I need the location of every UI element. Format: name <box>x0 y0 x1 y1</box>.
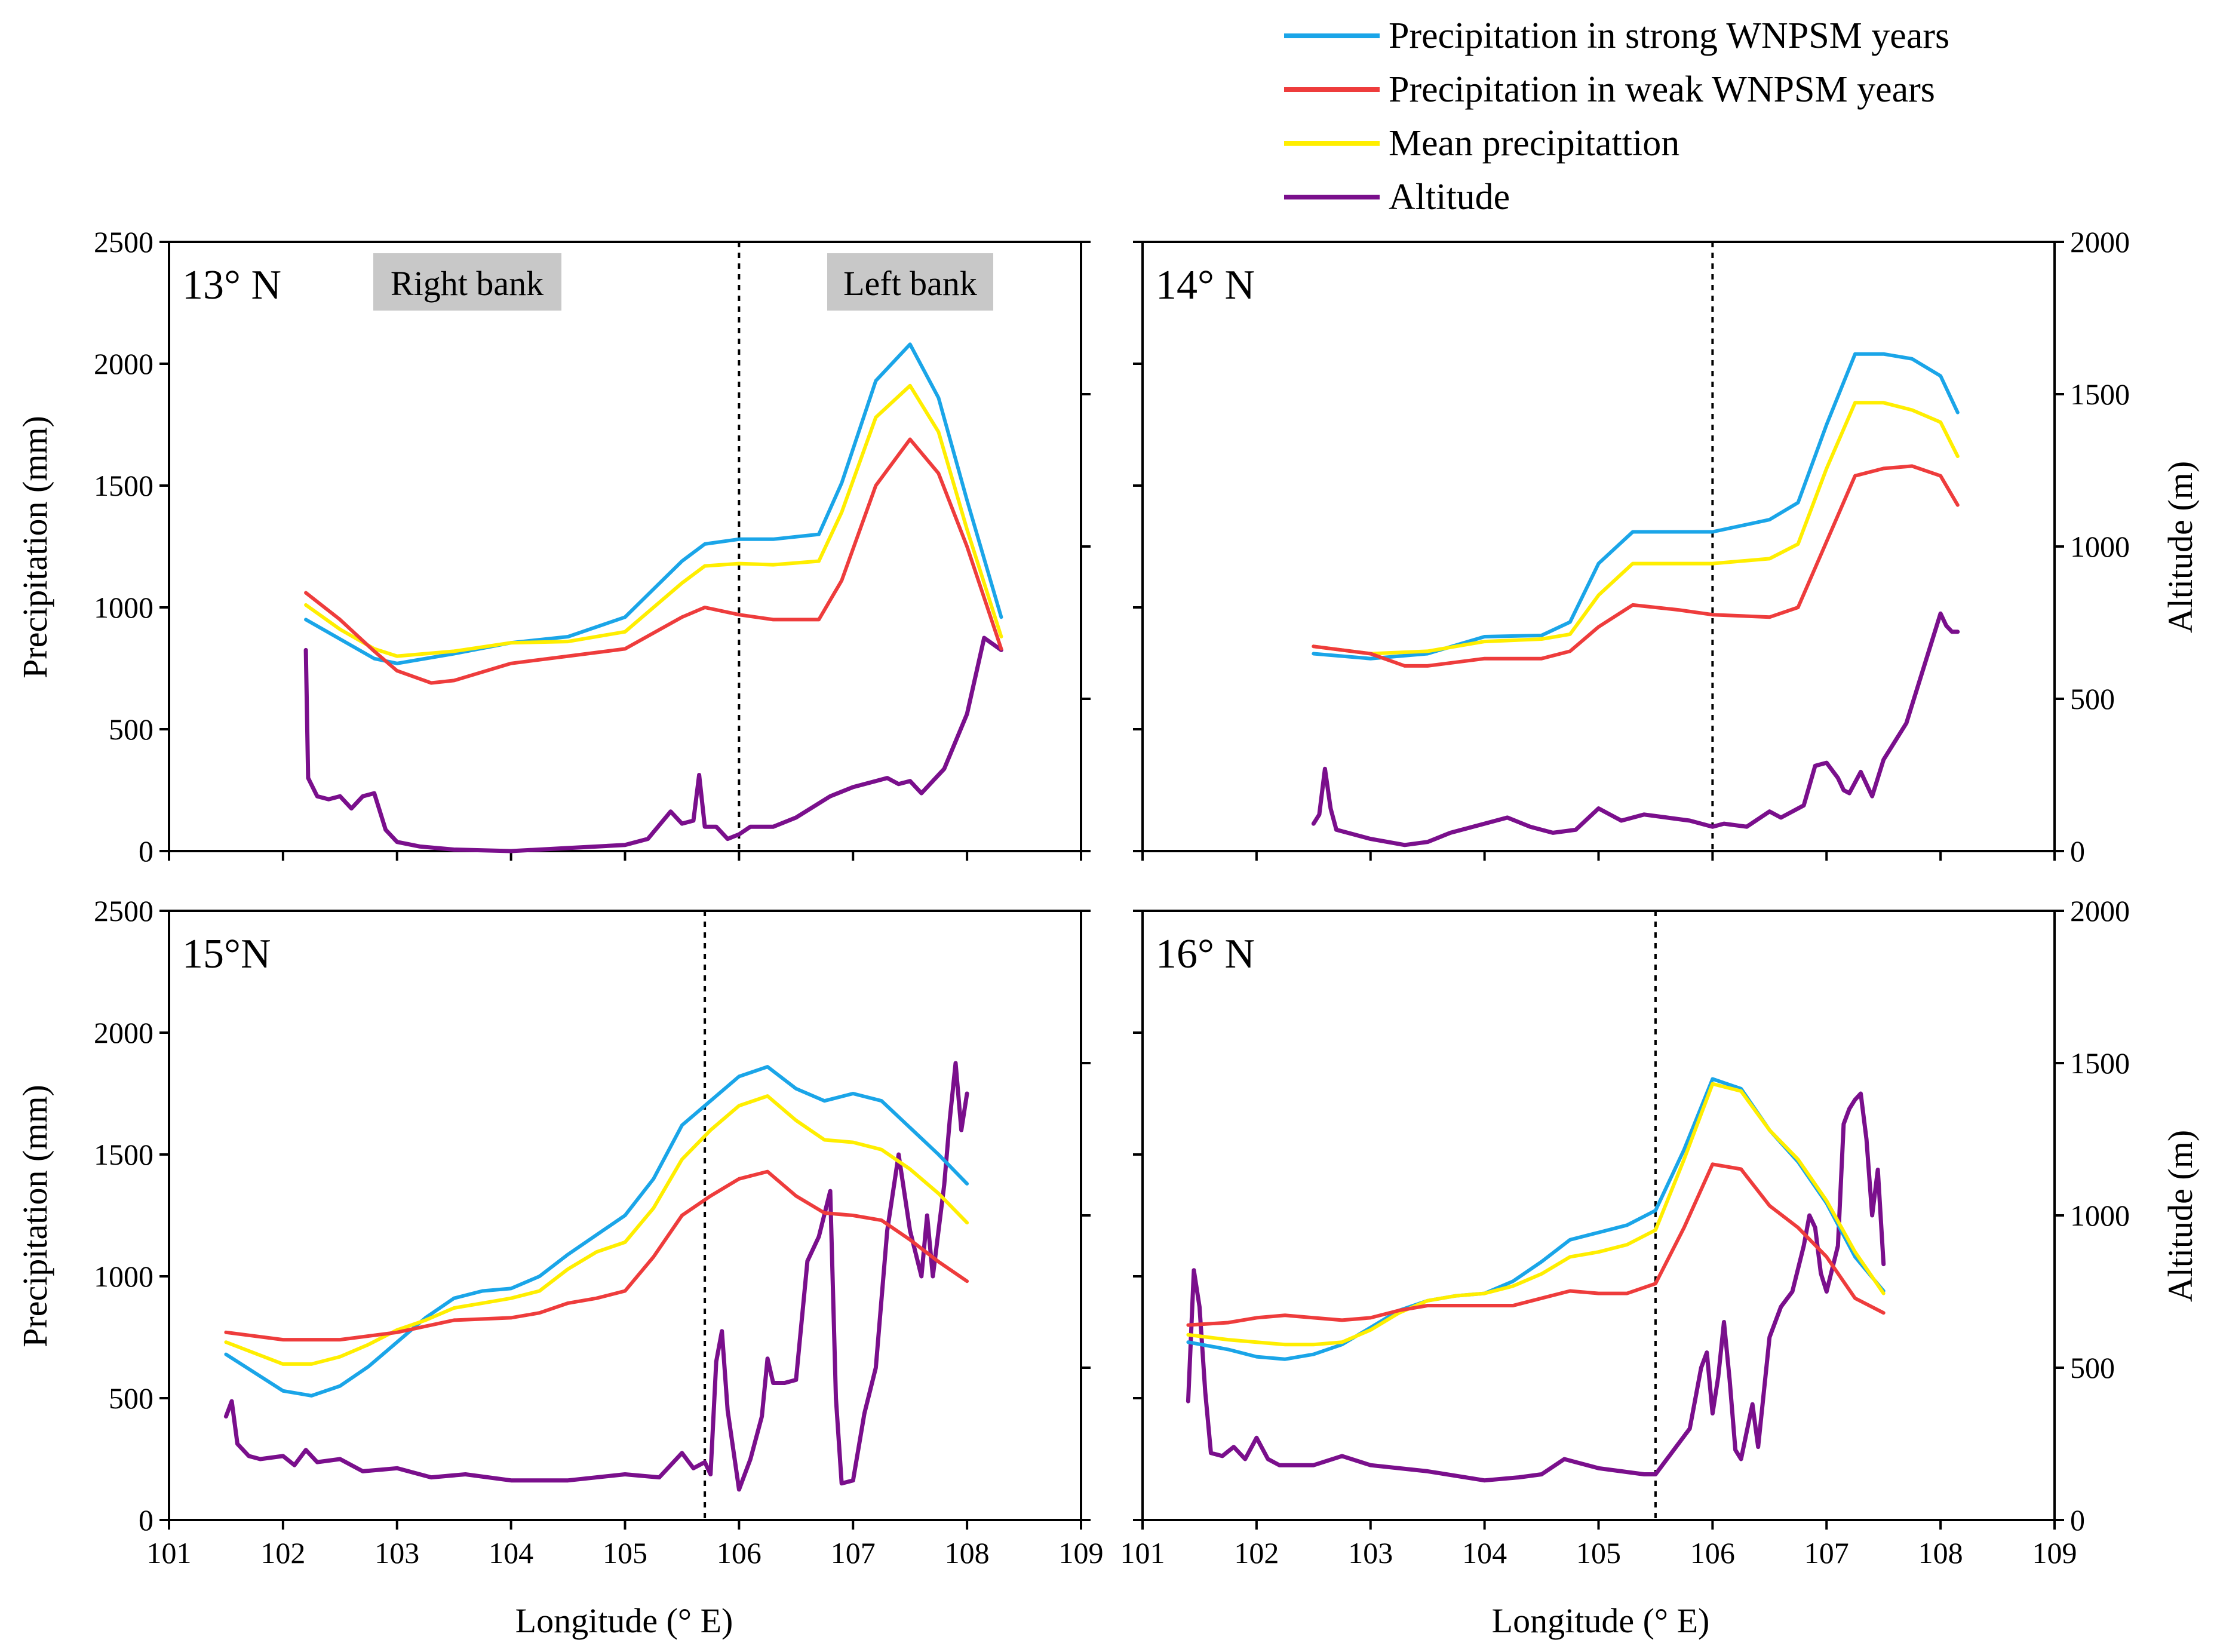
x-tick-label: 102 <box>260 1536 305 1570</box>
x-tick-label: 102 <box>1234 1536 1279 1570</box>
x-tick-label: 103 <box>374 1536 419 1570</box>
x-tick-label: 107 <box>831 1536 876 1570</box>
x-tick-label: 105 <box>1576 1536 1621 1570</box>
x-tick-label: 101 <box>1120 1536 1165 1570</box>
x-tick-label: 101 <box>147 1536 192 1570</box>
y-left-tick-label: 2500 <box>94 894 153 928</box>
y-left-tick-label: 1500 <box>94 469 153 502</box>
x-tick-label: 107 <box>1804 1536 1849 1570</box>
y-right-tick-label: 2000 <box>2070 225 2130 259</box>
y-left-tick-label: 500 <box>109 713 153 746</box>
series-line-weak <box>1312 464 1960 668</box>
panel-16n: 16° N 0 500 1000 1500 2000 101 102 103 104 105 106… <box>1120 894 2130 1570</box>
x-tick-label: 104 <box>489 1536 533 1570</box>
y-left-tick-label: 2500 <box>94 225 153 259</box>
x-label-left: Longitude (° E) <box>515 1601 733 1640</box>
legend-label-weak: Precipitation in weak WNPSM years <box>1389 69 1935 110</box>
series-line-weak <box>304 437 1003 685</box>
x-tick-label: 108 <box>945 1536 990 1570</box>
series-line-strong <box>1312 352 1960 661</box>
series-line-strong <box>304 342 1003 665</box>
x-tick-label: 103 <box>1348 1536 1393 1570</box>
y-right-tick-label: 2000 <box>2070 894 2130 928</box>
series-line-mean <box>1186 1082 1886 1347</box>
y-left-tick-label: 2000 <box>94 1016 153 1049</box>
panel-14n: 14° N 0 500 1000 1500 2000 <box>1133 225 2130 868</box>
y-left-tick-label: 0 <box>139 1503 153 1537</box>
legend-entry-mean: Mean precipitattion <box>1284 123 1679 164</box>
x-tick-label: 106 <box>1690 1536 1735 1570</box>
panel-13n: 13° N Right bank Left bank 0 500 1000 1500 2… <box>94 225 1091 868</box>
panel-14n-title: 14° N <box>1156 262 1255 308</box>
series-line-altitude <box>223 1061 969 1492</box>
series-line-strong <box>224 1065 969 1398</box>
series-line-mean <box>304 383 1003 658</box>
series-line-weak <box>224 1169 969 1342</box>
panel-15n: 15°N 0 500 1000 1500 2000 2500 101 102 103 104 105… <box>94 894 1104 1570</box>
y-left-label-top: Precipitation (mm) <box>16 416 54 678</box>
panel-13n-title: 13° N <box>182 262 281 308</box>
legend-entry-weak: Precipitation in weak WNPSM years <box>1284 69 1935 110</box>
y-right-tick-label: 500 <box>2070 682 2115 716</box>
y-left-label-bottom: Precipitation (mm) <box>16 1085 54 1347</box>
right-bank-label: Right bank <box>373 253 561 311</box>
y-right-tick-label: 500 <box>2070 1351 2115 1384</box>
series-line-weak <box>1186 1162 1886 1327</box>
x-tick-label: 108 <box>1918 1536 1963 1570</box>
x-tick-label: 105 <box>603 1536 647 1570</box>
y-left-tick-label: 0 <box>139 834 153 868</box>
series-line-mean <box>224 1094 969 1366</box>
legend-label-altitude: Altitude <box>1389 177 1510 217</box>
panel-frame <box>1141 910 2056 1521</box>
y-left-tick-label: 1000 <box>94 591 153 624</box>
y-right-tick-label: 1000 <box>2070 1199 2130 1232</box>
x-tick-label: 104 <box>1462 1536 1507 1570</box>
y-left-tick-label: 1000 <box>94 1260 153 1293</box>
y-right-tick-label: 1500 <box>2070 377 2130 411</box>
panel-16n-title: 16° N <box>1156 931 1255 977</box>
legend-entry-strong: Precipitation in strong WNPSM years <box>1284 16 1949 56</box>
y-right-tick-label: 1500 <box>2070 1046 2130 1080</box>
y-right-label-bottom: Altitude (m) <box>2161 1130 2200 1302</box>
panel-15n-title: 15°N <box>182 931 271 977</box>
left-bank-label: Left bank <box>827 253 993 311</box>
series-line-altitude <box>1186 1091 1886 1483</box>
y-right-tick-label: 0 <box>2070 1503 2085 1537</box>
y-right-label-top: Altitude (m) <box>2161 461 2200 633</box>
series-line-mean <box>1312 401 1960 656</box>
y-right-tick-label: 0 <box>2070 834 2085 868</box>
series-line-altitude <box>1311 611 1960 848</box>
y-right-tick-label: 1000 <box>2070 530 2130 563</box>
y-left-tick-label: 1500 <box>94 1138 153 1171</box>
x-tick-label: 106 <box>717 1536 761 1570</box>
right-bank-box <box>373 253 561 311</box>
legend-entry-altitude: Altitude <box>1284 177 1510 217</box>
legend: Precipitation in strong WNPSM years Prec… <box>1284 16 1949 217</box>
y-left-tick-label: 2000 <box>94 347 153 380</box>
x-label-right: Longitude (° E) <box>1492 1601 1710 1640</box>
x-tick-label: 109 <box>1059 1536 1104 1570</box>
legend-label-strong: Precipitation in strong WNPSM years <box>1389 16 1949 56</box>
right-bank-text: Right bank <box>391 264 543 303</box>
left-bank-text: Left bank <box>843 264 977 303</box>
legend-label-mean: Mean precipitattion <box>1389 123 1679 164</box>
panel-frame <box>1141 241 2056 852</box>
y-left-tick-label: 500 <box>109 1381 153 1415</box>
left-bank-box <box>827 253 993 311</box>
x-tick-label: 109 <box>2032 1536 2077 1570</box>
series-line-altitude <box>303 635 1003 853</box>
